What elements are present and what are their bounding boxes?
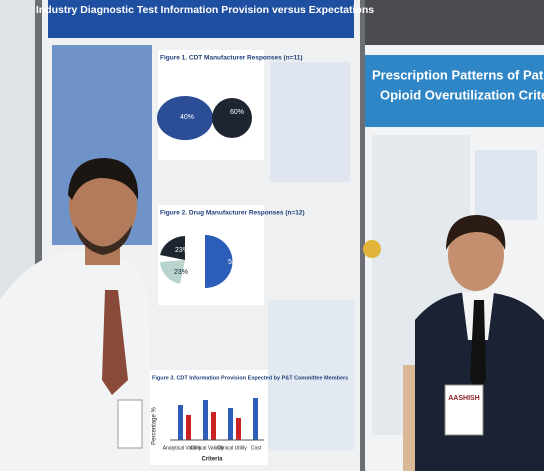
bar: [236, 418, 241, 440]
far-left-poster: [0, 0, 35, 300]
pie-slice: [205, 235, 233, 288]
bar: [253, 398, 258, 440]
figure3-y-label: Percentage %: [152, 406, 158, 444]
results-column: [268, 300, 354, 450]
bar: [203, 400, 208, 440]
figure1-title: Figure 1. CDT Manufacturer Responses (n=…: [160, 55, 303, 62]
bar: [228, 408, 233, 440]
pie-label: 40%: [180, 114, 194, 121]
pie-slice: [157, 96, 213, 140]
right-poster-title: Prescription Patterns of Patients Meet: [372, 67, 544, 82]
chart-box: [475, 150, 537, 220]
right-poster-header: [365, 55, 544, 127]
bar: [178, 405, 183, 440]
category-label: Clinical Utility: [217, 445, 247, 451]
pie-label: 54%: [228, 259, 242, 266]
right-poster-title: Opioid Overutilization Criteria: [380, 87, 544, 102]
left-poster-title: Industry Diagnostic Test Information Pro…: [36, 4, 374, 16]
badge-name: AASHISH: [448, 395, 480, 402]
face: [448, 219, 504, 291]
category-label: Cost: [251, 445, 262, 451]
figure3-x-label: Criteria: [201, 457, 223, 463]
ribbon: [363, 240, 381, 258]
table-box: [270, 62, 350, 182]
pie-slice: [160, 260, 185, 284]
left-poster-header: [48, 0, 354, 38]
name-badge: [117, 399, 143, 449]
category-label: Analytical Validity: [163, 445, 202, 451]
figure3-title: Figure 3. CDT Information Provision Expe…: [152, 375, 348, 381]
name-badge: [444, 384, 484, 436]
pie-label: 23%: [175, 247, 189, 254]
tie: [102, 290, 128, 395]
pie-slice: [160, 236, 185, 260]
bar: [211, 412, 216, 440]
pie-label: 60%: [230, 109, 244, 116]
beard: [75, 225, 132, 255]
category-label: Clinical Validity: [190, 445, 224, 451]
tie: [470, 300, 486, 392]
hair: [446, 215, 506, 250]
face: [69, 162, 137, 248]
figure3-box: [150, 370, 268, 465]
hair: [68, 158, 139, 200]
pie-label: 23%: [174, 269, 188, 276]
bar: [186, 415, 191, 440]
figure2-title: Figure 2. Drug Manufacturer Responses (n…: [160, 210, 305, 217]
pie-slice: [212, 98, 252, 138]
